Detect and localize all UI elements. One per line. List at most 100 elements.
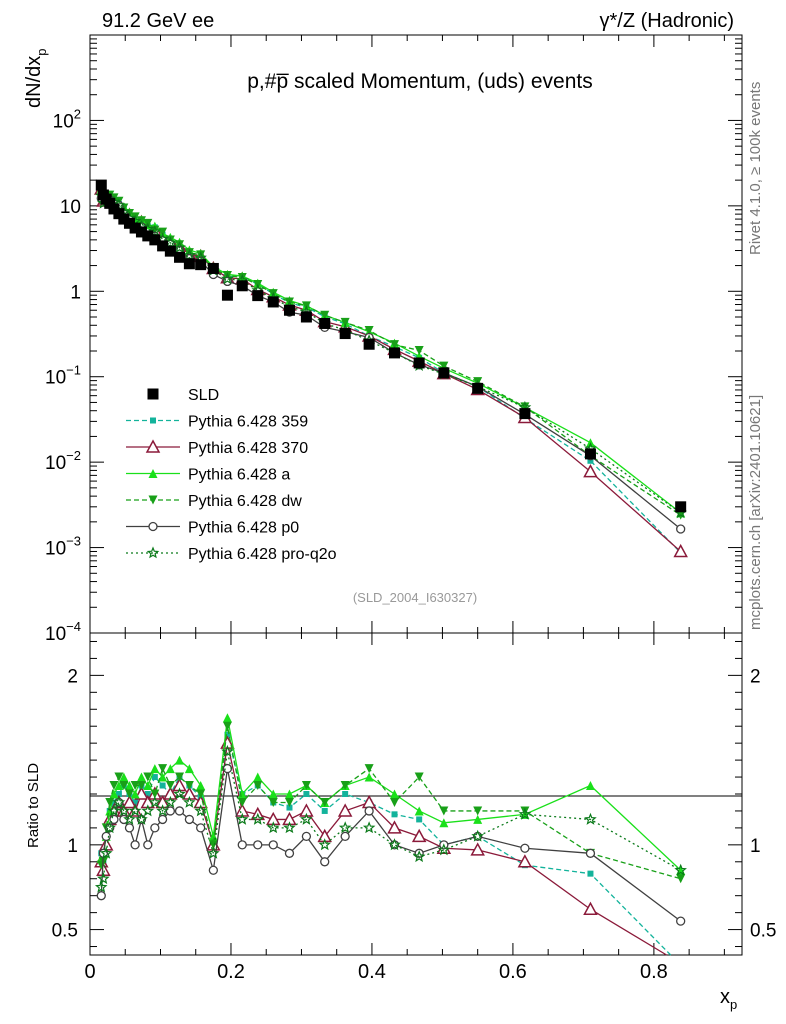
ratio-marker	[320, 857, 330, 867]
ratio-marker	[342, 791, 349, 797]
ratio-marker	[301, 781, 311, 791]
ratio-marker	[251, 812, 264, 825]
ratio-marker	[583, 901, 598, 915]
ratio-marker	[390, 797, 400, 807]
ratio-marker	[237, 789, 247, 799]
ratio-marker	[143, 772, 153, 782]
ratio-marker	[411, 828, 427, 843]
ratio-marker	[194, 804, 207, 817]
ratio-marker	[321, 807, 328, 814]
x-tick-label: 0.2	[217, 961, 245, 983]
ratio-marker	[517, 854, 533, 868]
ratio-marker	[183, 795, 196, 808]
ratio-marker	[124, 781, 134, 791]
ratio-marker	[173, 787, 186, 800]
main-y-tick-label: 102	[53, 106, 81, 132]
ratio-y-tick-label: 2	[750, 666, 761, 687]
ratio-marker	[109, 789, 119, 799]
ratio-marker	[150, 789, 160, 799]
legend-marker	[148, 495, 158, 505]
ratio-marker	[103, 821, 117, 834]
main-marker	[148, 224, 162, 237]
legend-marker	[146, 546, 160, 559]
main-marker	[173, 241, 186, 253]
ratio-marker	[100, 846, 113, 859]
ratio-line-3	[100, 726, 681, 880]
data-point	[472, 382, 484, 394]
ratio-marker	[124, 789, 134, 799]
main-marker	[673, 543, 688, 558]
data-point	[95, 179, 107, 191]
ratio-marker	[284, 797, 294, 807]
legend-marker	[148, 521, 158, 532]
ratio-marker	[337, 803, 353, 817]
ratio-marker	[135, 812, 148, 825]
mcplots-label: mcplots.cern.ch [arXiv:2401.10621]	[747, 395, 764, 630]
ratio-marker	[473, 814, 483, 824]
ratio-marker	[196, 781, 206, 791]
data-point	[195, 259, 207, 271]
ratio-marker	[136, 772, 146, 782]
legend-marker	[148, 469, 158, 478]
x-tick-label: 0.4	[358, 961, 386, 983]
ratio-marker	[300, 812, 313, 825]
main-y-tick-label: 10−1	[45, 363, 81, 389]
legend-label: Pythia 6.428 370	[188, 440, 308, 457]
data-point	[675, 501, 687, 513]
ratio-marker	[362, 821, 376, 834]
ratio-marker	[437, 843, 451, 856]
ratio-marker	[148, 795, 162, 808]
plot-title: p,#p̅ scaled Momentum, (uds) events	[247, 70, 593, 93]
legend-marker	[150, 417, 156, 424]
ratio-marker	[130, 789, 140, 799]
ratio-marker	[416, 816, 423, 823]
ratio-marker	[676, 874, 686, 884]
data-point	[164, 245, 176, 257]
data-point	[300, 311, 312, 323]
main-panel-frame	[89, 34, 743, 634]
ratio-marker	[412, 850, 426, 863]
ratio-marker	[286, 804, 293, 811]
main-y-tick-label: 10−3	[45, 534, 81, 560]
data-point	[157, 240, 169, 252]
ratio-marker	[364, 764, 374, 774]
ratio-marker	[340, 831, 350, 842]
data-point	[118, 213, 130, 225]
ratio-marker	[237, 797, 247, 807]
ratio-marker	[414, 772, 424, 782]
ratio-marker	[391, 811, 398, 818]
ratio-ylabel: Ratio to SLD	[25, 763, 42, 848]
data-point	[207, 262, 219, 274]
ratio-marker	[301, 831, 312, 842]
ratio-line-0	[100, 734, 672, 956]
data-point	[174, 251, 186, 263]
rivet-label: Rivet 4.1.0, ≥ 100k events	[747, 82, 764, 255]
ratio-marker	[151, 774, 158, 781]
ratio-marker	[364, 806, 374, 816]
main-marker	[221, 272, 234, 285]
ratio-y-tick-label: 1	[750, 836, 761, 857]
main-marker	[340, 317, 350, 327]
ratio-marker	[150, 823, 160, 833]
ratio-marker	[130, 781, 140, 791]
ratio-marker	[175, 772, 185, 782]
ratio-marker	[268, 797, 278, 807]
ratio-marker	[174, 806, 185, 816]
ratio-marker	[97, 872, 110, 885]
ratio-marker	[124, 823, 135, 833]
ratio-marker	[520, 843, 530, 853]
data-point	[135, 226, 147, 238]
main-marker	[184, 248, 194, 258]
ratio-y-tick-label: 1	[67, 836, 78, 857]
main-marker	[196, 250, 206, 260]
main-marker	[390, 340, 400, 350]
ratio-marker	[143, 840, 153, 850]
main-marker	[414, 345, 424, 355]
ratio-marker	[388, 838, 401, 851]
ratio-line-1	[100, 743, 667, 956]
main-marker	[364, 325, 374, 335]
ratio-marker	[123, 812, 136, 825]
ratio-marker	[266, 821, 280, 834]
x-tick-label: 0.6	[499, 961, 527, 983]
